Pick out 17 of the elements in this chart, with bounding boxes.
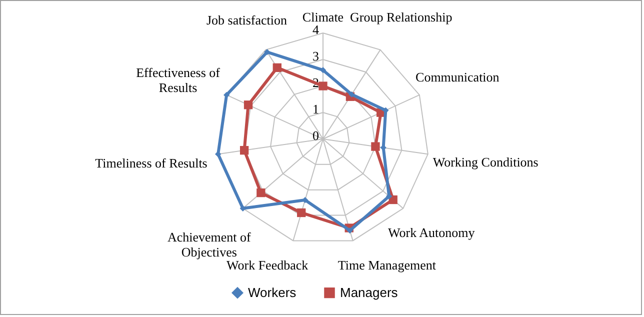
y-tick-label: 4 [312, 22, 320, 37]
spoke-label: Communication [416, 70, 500, 85]
spoke-label: Timeliness of Results [95, 156, 208, 171]
spoke-label: Climate [302, 10, 344, 24]
spoke-label: Job satisfaction [206, 12, 288, 28]
legend-label: Workers [248, 284, 297, 300]
spoke-label: Work Feedback [226, 258, 309, 273]
y-tick-label: 3 [312, 48, 320, 64]
spoke-label: Time Management [338, 258, 436, 273]
spoke-label: Effectiveness of Results [136, 64, 221, 95]
spoke-label: Work Autonomy [388, 224, 476, 240]
legend-label: Managers [340, 284, 398, 300]
y-tick-label: 0 [312, 128, 320, 143]
spoke-label: Group Relationship [350, 9, 452, 24]
spoke-label: Working Conditions [432, 154, 538, 170]
y-tick-label: 1 [312, 101, 320, 116]
spoke-label: Achievement of Objectives [167, 230, 252, 260]
